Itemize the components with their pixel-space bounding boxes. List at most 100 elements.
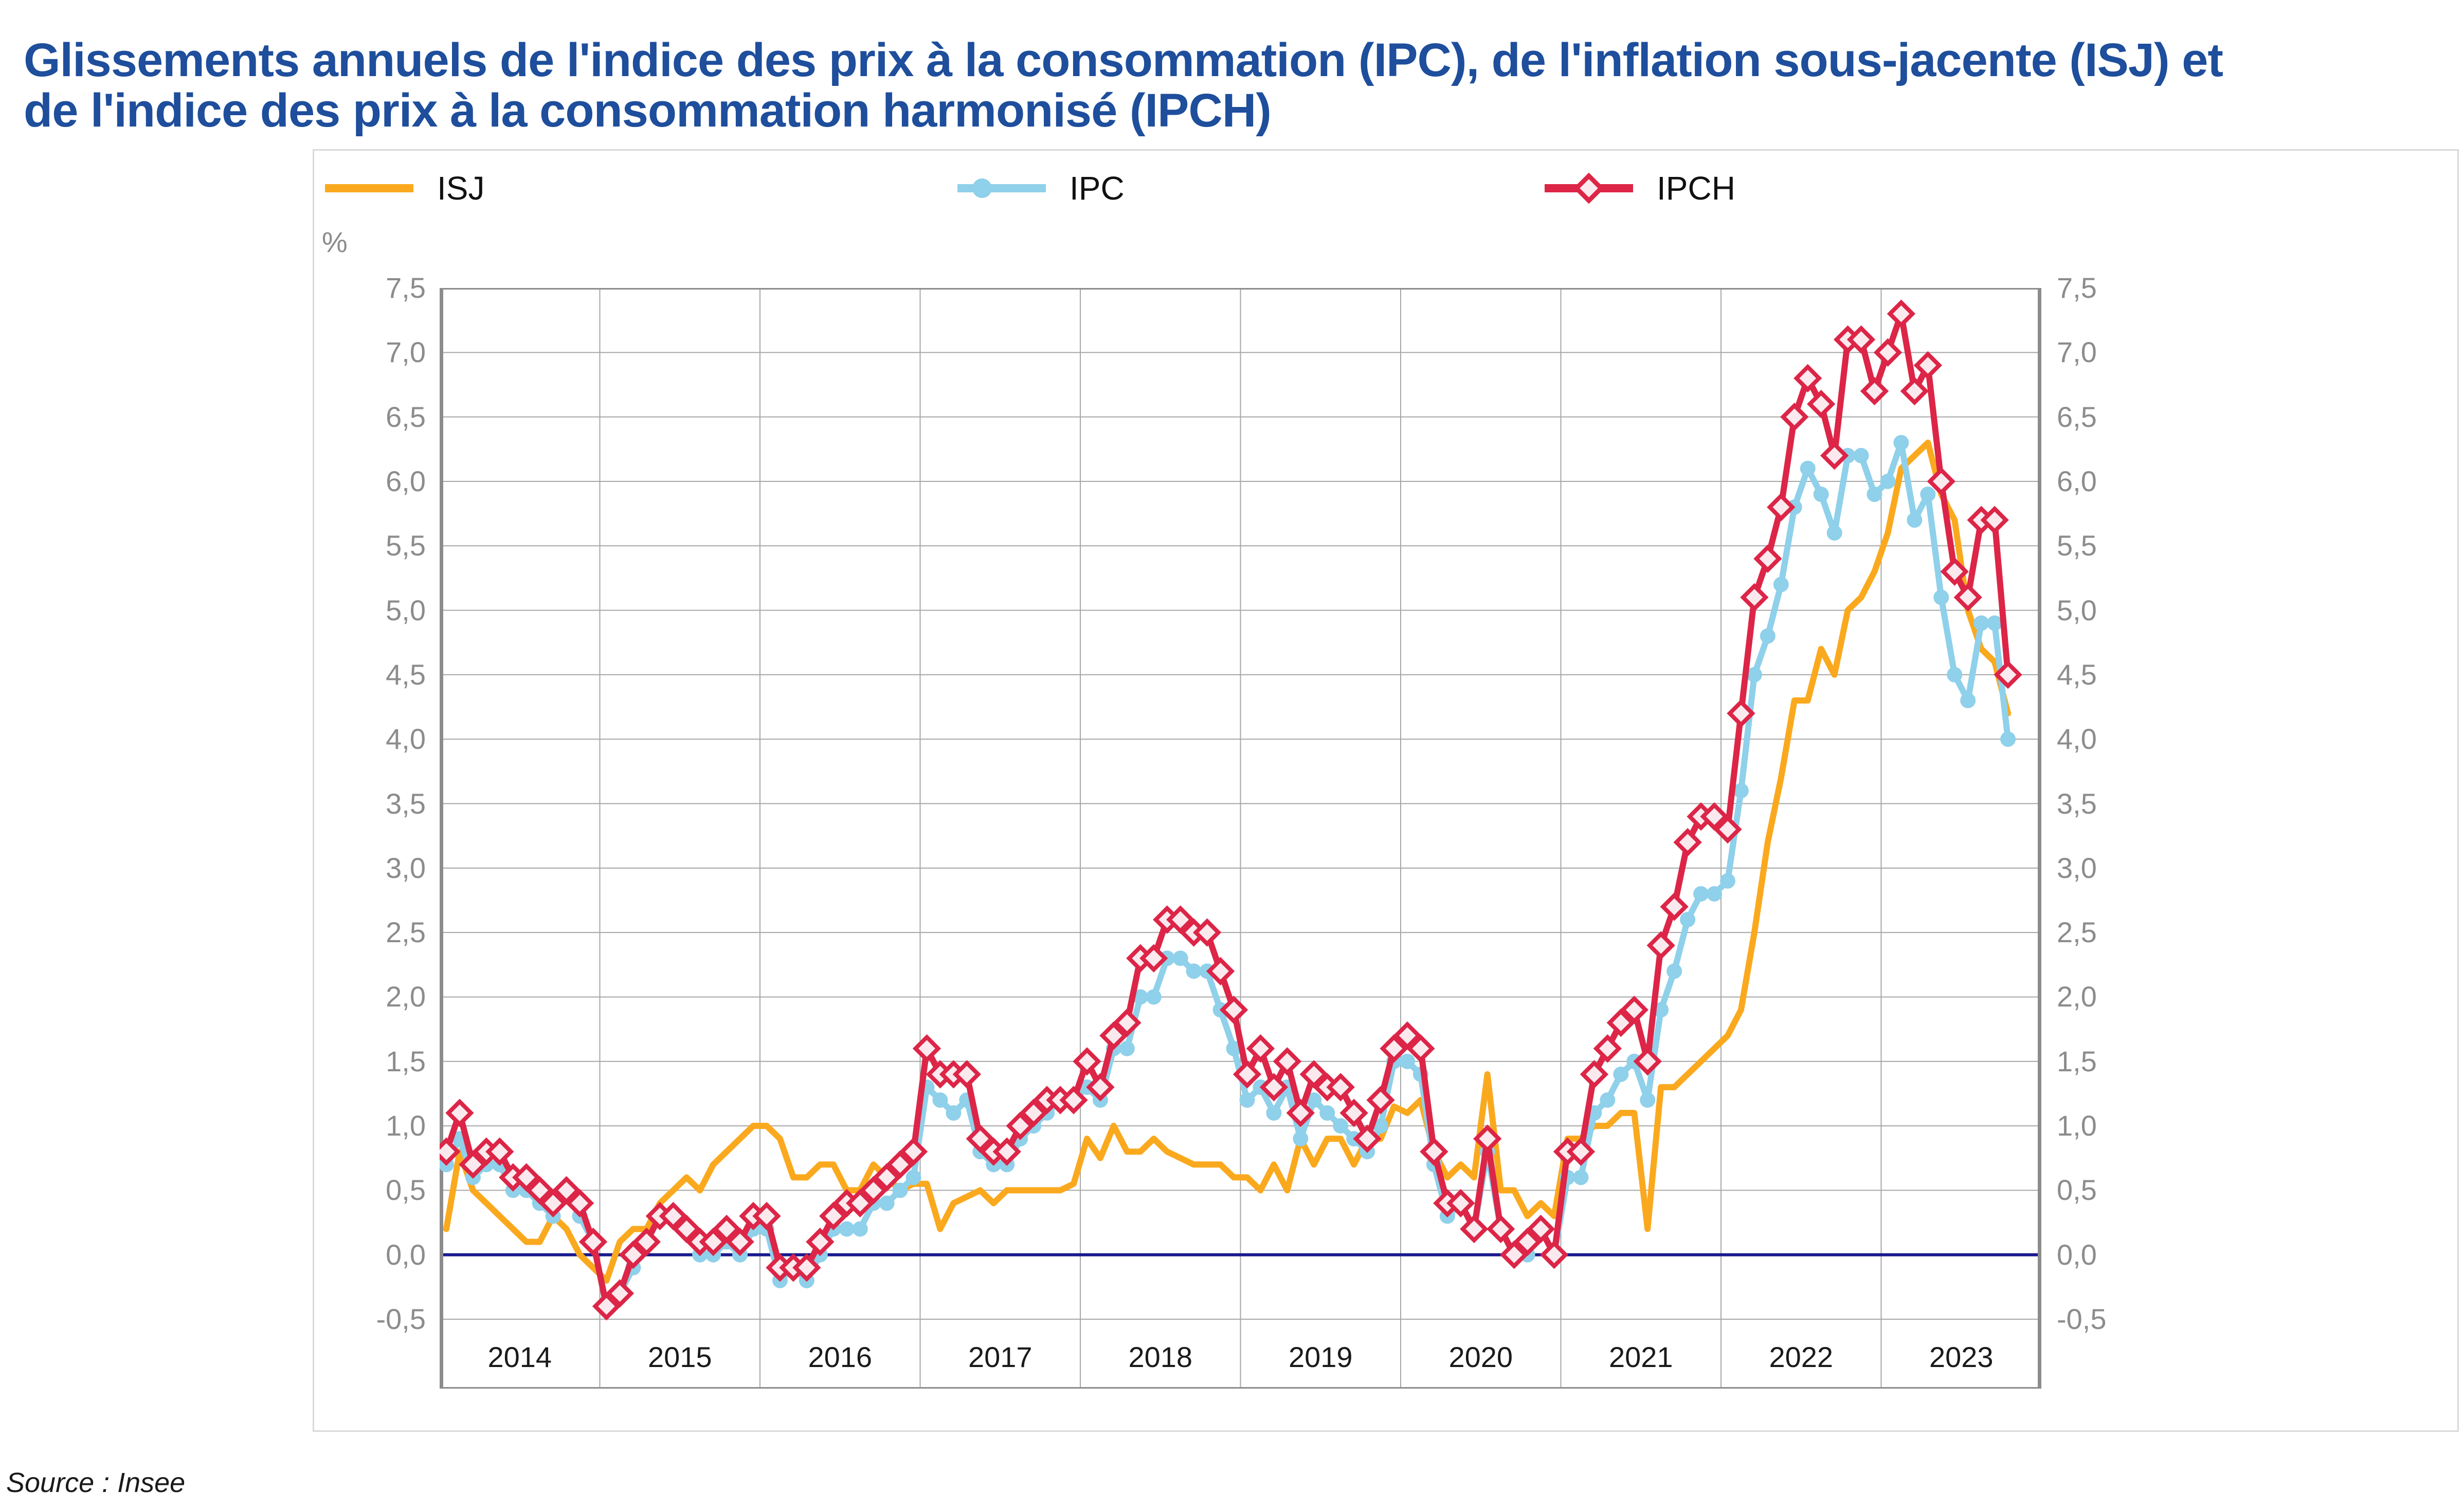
marker-diamond-ipch bbox=[1339, 1099, 1368, 1127]
marker-diamond-ipch bbox=[1994, 660, 2022, 689]
legend-label-isj: ISJ bbox=[437, 170, 485, 207]
marker-circle-ipc bbox=[1693, 886, 1709, 902]
plot-area: 2014 2015 2016 2017 2018 2019 2020 2021 2022 2023 bbox=[440, 288, 2041, 1389]
marker-diamond-ipch bbox=[1526, 1214, 1555, 1244]
y-tick-label-left: 0,0 bbox=[386, 1238, 426, 1271]
marker-circle-ipc bbox=[1573, 1170, 1589, 1185]
marker-diamond-ipch bbox=[712, 1214, 741, 1244]
marker-circle-ipc bbox=[946, 1105, 962, 1121]
marker-diamond-ipch bbox=[699, 1227, 728, 1256]
marker-diamond-ipch bbox=[752, 1201, 781, 1231]
marker-circle-ipc bbox=[1119, 1040, 1135, 1056]
marker-diamond-ipch bbox=[605, 1279, 635, 1308]
marker-diamond-ipch bbox=[1006, 1111, 1035, 1140]
marker-diamond-ipch bbox=[1580, 1060, 1609, 1089]
marker-diamond-ipch bbox=[1273, 1047, 1302, 1076]
marker-circle-ipc bbox=[1880, 473, 1896, 489]
marker-diamond-ipch bbox=[1393, 1021, 1422, 1050]
legend-label-ipc: IPC bbox=[1070, 170, 1125, 207]
y-tick-label-left: 4,0 bbox=[386, 723, 426, 756]
marker-circle-ipc bbox=[1132, 989, 1148, 1005]
y-tick-label-left: 0,5 bbox=[386, 1174, 426, 1207]
marker-diamond-ipch bbox=[792, 1253, 821, 1282]
y-tick-label-right: -0,5 bbox=[2057, 1303, 2107, 1335]
marker-diamond-ipch bbox=[1633, 1047, 1662, 1076]
y-tick-label-right: 0,5 bbox=[2057, 1174, 2097, 1207]
marker-diamond-ipch bbox=[899, 1137, 928, 1166]
marker-diamond-ipch bbox=[1259, 1073, 1289, 1102]
y-tick-label-left: 3,0 bbox=[386, 851, 426, 884]
y-tick-label-right: 0,0 bbox=[2057, 1238, 2097, 1271]
x-year-label: 2014 bbox=[487, 1341, 552, 1373]
marker-diamond-ipch bbox=[1166, 905, 1195, 934]
marker-diamond-ipch bbox=[846, 1189, 875, 1218]
x-year-label: 2021 bbox=[1609, 1341, 1673, 1373]
marker-circle-ipc bbox=[1399, 1053, 1415, 1069]
marker-diamond-ipch bbox=[538, 1189, 568, 1218]
marker-circle-ipc bbox=[905, 1170, 921, 1185]
marker-diamond-ipch bbox=[1059, 1086, 1088, 1114]
x-year-label: 2020 bbox=[1448, 1341, 1513, 1373]
marker-circle-ipc bbox=[932, 1092, 948, 1108]
series-line-isj bbox=[443, 439, 2012, 1284]
marker-diamond-ipch bbox=[885, 1150, 915, 1179]
marker-diamond-ipch bbox=[1019, 1099, 1048, 1127]
marker-diamond-ipch bbox=[578, 1227, 608, 1256]
marker-diamond-ipch bbox=[1380, 1034, 1408, 1063]
x-year-label: 2015 bbox=[648, 1341, 712, 1373]
marker-diamond-ipch bbox=[1606, 1008, 1635, 1037]
y-tick-label-right: 4,5 bbox=[2057, 658, 2097, 691]
marker-diamond-ipch bbox=[1219, 995, 1248, 1024]
marker-diamond-ipch bbox=[1326, 1073, 1355, 1102]
marker-diamond-ipch bbox=[1513, 1227, 1542, 1256]
marker-diamond-ipch bbox=[1139, 944, 1168, 973]
y-tick-label-left: 7,0 bbox=[386, 336, 426, 369]
ipc-line-swatch bbox=[957, 178, 1046, 198]
marker-diamond-ipch bbox=[1286, 1099, 1315, 1127]
page-title-line1: Glissements annuels de l'indice des prix… bbox=[24, 33, 2223, 86]
marker-diamond-ipch bbox=[1353, 1124, 1382, 1153]
marker-circle-ipc bbox=[1987, 615, 2003, 631]
marker-diamond-ipch bbox=[1940, 557, 1969, 586]
marker-circle-ipc bbox=[1653, 1002, 1669, 1018]
isj-line-swatch bbox=[325, 184, 413, 192]
marker-diamond-ipch bbox=[1113, 1008, 1142, 1037]
marker-circle-ipc bbox=[1973, 615, 1989, 631]
x-year-label: 2018 bbox=[1128, 1341, 1192, 1373]
marker-circle-ipc bbox=[1306, 1092, 1322, 1108]
marker-diamond-ipch bbox=[1499, 1241, 1529, 1269]
marker-diamond-ipch bbox=[1660, 892, 1689, 921]
marker-circle-ipc bbox=[1893, 435, 1909, 451]
marker-circle-ipc bbox=[1933, 589, 1949, 605]
marker-circle-ipc bbox=[1373, 1118, 1389, 1134]
marker-diamond-ipch bbox=[659, 1201, 687, 1231]
marker-circle-ipc bbox=[1719, 873, 1735, 889]
y-tick-label-right: 5,0 bbox=[2057, 594, 2097, 626]
marker-circle-ipc bbox=[879, 1195, 895, 1211]
marker-circle-ipc bbox=[1760, 628, 1775, 644]
marker-diamond-ipch bbox=[1807, 389, 1836, 419]
marker-circle-ipc bbox=[1680, 912, 1696, 928]
marker-diamond-ipch bbox=[992, 1137, 1021, 1166]
marker-circle-ipc bbox=[1746, 667, 1762, 682]
x-year-label: 2016 bbox=[808, 1341, 872, 1373]
marker-diamond-ipch bbox=[872, 1163, 901, 1192]
marker-diamond-ipch bbox=[1780, 402, 1809, 432]
marker-diamond-ipch bbox=[806, 1227, 835, 1256]
marker-diamond-ipch bbox=[1673, 828, 1702, 857]
marker-circle-ipc bbox=[1907, 512, 1923, 528]
y-axis-unit-label: % bbox=[322, 226, 348, 258]
y-tick-label-left: 1,5 bbox=[386, 1045, 426, 1077]
legend-item-ipch: IPCH bbox=[1543, 168, 1735, 209]
marker-circle-ipc bbox=[1600, 1092, 1616, 1108]
x-year-label: 2019 bbox=[1289, 1341, 1353, 1373]
marker-diamond-ipch bbox=[459, 1150, 487, 1179]
marker-circle-ipc bbox=[852, 1221, 868, 1237]
series-line-ipc bbox=[443, 439, 2012, 1309]
marker-diamond-ipch bbox=[1953, 583, 1982, 612]
marker-diamond-ipch bbox=[912, 1034, 941, 1063]
marker-diamond-ipch bbox=[966, 1124, 994, 1153]
marker-diamond-ipch bbox=[1446, 1189, 1475, 1218]
marker-circle-ipc bbox=[1613, 1066, 1629, 1082]
y-tick-label-left: 7,5 bbox=[386, 272, 426, 304]
